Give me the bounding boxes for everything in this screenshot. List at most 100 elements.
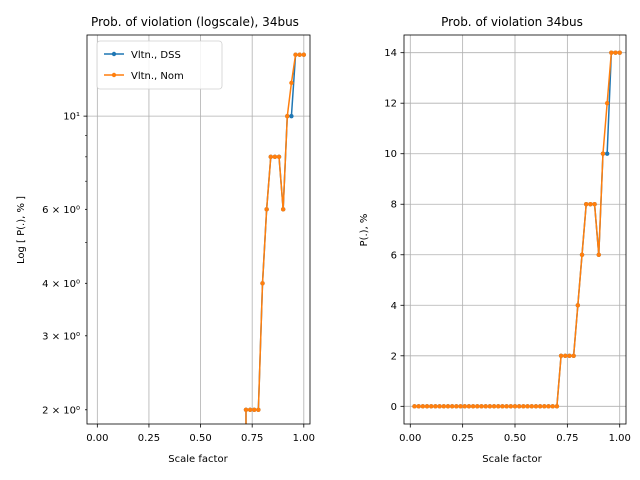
log-chart-frame [86, 34, 311, 425]
linear-chart-point-nom [563, 353, 568, 358]
log-scale-chart: Prob. of violation (logscale), 34bus 0.0… [16, 15, 315, 465]
legend-marker-dss [111, 51, 117, 57]
linear-chart-point-nom [600, 151, 606, 156]
legend-label-nom: Vltn., Nom [131, 71, 184, 82]
linear-chart-point-nom [504, 404, 509, 409]
linear-chart-point-nom [479, 404, 484, 409]
linear-chart-xtick-label: 0.50 [504, 433, 526, 444]
log-chart-point-nom [247, 407, 253, 412]
linear-chart-point-nom [424, 404, 430, 409]
linear-chart-point-nom [470, 404, 476, 409]
linear-chart-ytick-label: 2 [391, 351, 397, 362]
linear-chart-point-nom [496, 404, 501, 409]
log-chart-plot-area [243, 52, 307, 424]
linear-chart-point-nom [567, 353, 572, 358]
linear-chart-point-dss [604, 151, 610, 156]
linear-chart-point-nom [533, 404, 539, 409]
linear-chart-point-nom [508, 404, 514, 409]
log-chart-title: Prob. of violation (logscale), 34bus [91, 15, 299, 29]
linear-chart-point-nom [491, 404, 497, 409]
linear-chart-series [412, 50, 622, 409]
log-chart-ytick-label: 3 × 10⁰ [42, 331, 80, 342]
linear-chart-point-nom [458, 404, 463, 409]
linear-chart-point-nom [512, 404, 518, 409]
log-chart-point-nom [260, 281, 265, 286]
legend-entry-nom: Vltn., Nom [104, 71, 184, 82]
log-chart-ytick-label: 10¹ [63, 112, 80, 123]
linear-chart-point-nom [516, 404, 522, 409]
linear-chart-point-nom [550, 404, 555, 409]
linear-chart-xtick-label: 0.25 [452, 433, 474, 444]
linear-chart-ylabel: P(.), % [359, 214, 370, 247]
log-chart-point-nom [293, 52, 298, 57]
linear-chart-point-nom [613, 50, 618, 55]
linear-chart-point-nom [558, 353, 564, 358]
linear-chart-point-nom [596, 252, 601, 257]
linear-chart-point-nom [441, 404, 446, 409]
linear-chart-point-nom [462, 404, 467, 409]
linear-chart-ytick-label: 8 [391, 200, 397, 211]
linear-chart-point-nom [449, 404, 455, 409]
linear-chart-point-nom [466, 404, 472, 409]
linear-chart-point-nom [437, 404, 442, 409]
linear-chart-point-nom [454, 404, 459, 409]
log-chart-xlabel: Scale factor [168, 454, 228, 465]
linear-chart-point-nom [592, 202, 597, 207]
log-chart-point-nom [268, 154, 273, 160]
linear-chart-xtick-label: 1.00 [609, 433, 631, 444]
log-chart-xtick-label: 0.50 [189, 433, 211, 444]
linear-chart-xlabel: Scale factor [482, 454, 542, 465]
linear-chart-point-nom [604, 101, 610, 106]
linear-chart-plot-area [412, 50, 622, 409]
linear-chart-point-nom [537, 404, 543, 409]
linear-chart-point-nom [554, 404, 560, 409]
linear-chart-point-nom [579, 252, 585, 257]
linear-chart-point-nom [575, 303, 581, 308]
linear-chart-point-nom [546, 404, 551, 409]
linear-chart-point-nom [487, 404, 493, 409]
linear-chart-point-nom [416, 404, 421, 409]
log-chart-xtick-label: 1.00 [293, 433, 315, 444]
log-chart-grid [87, 35, 310, 424]
log-chart-point-nom [289, 80, 294, 86]
linear-chart-point-nom [412, 404, 417, 409]
linear-chart-point-nom [525, 404, 530, 409]
log-chart-point-nom [285, 113, 290, 119]
linear-chart: Prob. of violation 34bus 0.00 0.25 0.50 0.7… [359, 15, 631, 465]
linear-chart-ticks: 0.00 0.25 0.50 0.75 1.00 0 2 4 6 8 10 12 14 [384, 48, 631, 444]
log-chart-ylabel: Log [ P(.), % ] [16, 196, 27, 264]
linear-chart-point-nom [521, 404, 526, 409]
log-chart-point-dss [289, 113, 294, 119]
linear-chart-point-nom [433, 404, 438, 409]
linear-chart-point-nom [588, 202, 593, 207]
log-chart-xtick-label: 0.75 [241, 433, 263, 444]
legend-marker-nom [111, 72, 117, 78]
log-chart-ytick-label: 6 × 10⁰ [42, 205, 80, 216]
linear-chart-point-nom [584, 202, 589, 207]
linear-chart-point-nom [617, 50, 622, 55]
linear-chart-ytick-label: 10 [384, 149, 397, 160]
legend-label-dss: Vltn., DSS [131, 50, 181, 61]
log-chart-xtick-label: 0.00 [86, 433, 108, 444]
linear-chart-point-nom [571, 353, 576, 358]
linear-chart-xtick-label: 0.75 [556, 433, 578, 444]
legend-entry-dss: Vltn., DSS [104, 50, 181, 61]
log-chart-xtick-label: 0.25 [138, 433, 160, 444]
linear-chart-point-nom [429, 404, 434, 409]
linear-chart-ytick-label: 14 [384, 48, 397, 59]
log-chart-point-nom [280, 207, 286, 212]
log-chart-ticks: 0.00 0.25 0.50 0.75 1.00 2 × 10⁰ 3 × 10⁰ 4 × 10… [42, 112, 315, 444]
log-chart-point-nom [243, 407, 249, 412]
legend-box [96, 40, 223, 90]
linear-chart-ytick-label: 6 [391, 250, 397, 261]
linear-chart-ytick-label: 12 [384, 99, 397, 110]
linear-chart-point-nom [445, 404, 451, 409]
legend: Vltn., DSS Vltn., Nom [96, 40, 223, 90]
log-chart-series [243, 52, 307, 424]
linear-chart-point-nom [500, 404, 505, 409]
linear-chart-ytick-label: 4 [391, 301, 397, 312]
linear-chart-point-nom [529, 404, 534, 409]
log-chart-ytick-label: 4 × 10⁰ [42, 279, 80, 290]
linear-chart-point-nom [609, 50, 614, 55]
